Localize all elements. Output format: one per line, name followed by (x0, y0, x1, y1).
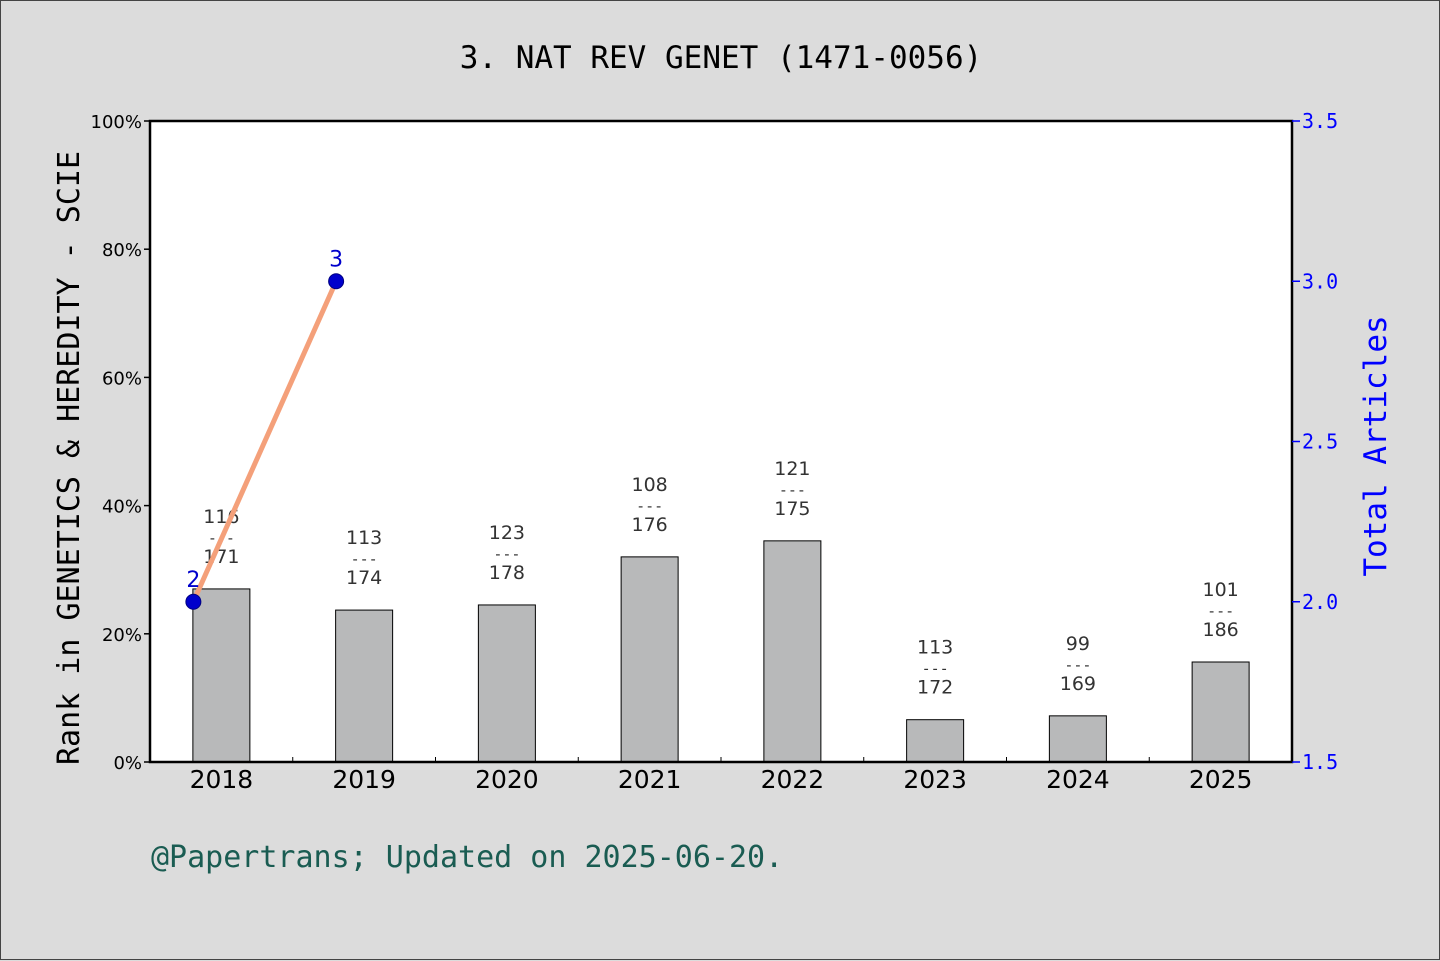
plot-area (150, 121, 1292, 762)
y-axis-right: 1.5 2.0 2.5 3.0 3.5 (1292, 109, 1338, 774)
bar-2025 (1191, 661, 1250, 763)
bar-2019 (335, 609, 394, 763)
y-tick-label: 40% (102, 497, 142, 518)
x-tick-label: 2020 (475, 765, 539, 794)
bar-label-separator: --- (922, 660, 949, 678)
footer-credit: @Papertrans; Updated on 2025-06-20. (151, 840, 783, 875)
bar-2021 (620, 556, 679, 763)
bar-rank-label: 121 (774, 458, 810, 480)
y2-tick-label: 3.5 (1302, 109, 1338, 133)
y-axis-left: 0% 20% 40% 60% 80% 100% (91, 112, 150, 774)
x-tick-label: 2022 (761, 765, 825, 794)
line-series-group: 23 (185, 247, 345, 610)
y-tick-label: 100% (91, 112, 142, 133)
x-axis: 2018 2019 2020 2021 2022 2023 2024 2025 (149, 757, 1293, 794)
bar-label-separator: --- (1207, 602, 1234, 620)
x-tick-label: 2019 (332, 765, 396, 794)
x-tick-label: 2025 (1189, 765, 1253, 794)
x-tick-label: 2024 (1046, 765, 1110, 794)
x-tick-label: 2021 (618, 765, 682, 794)
bar-total-label: 186 (1202, 619, 1238, 641)
bar-label-separator: --- (1064, 656, 1091, 674)
bars-group (192, 540, 1250, 763)
bar-total-label: 174 (346, 567, 382, 589)
bar-rank-label: 113 (346, 527, 382, 549)
bar-total-label: 178 (489, 562, 525, 584)
articles-point-label: 3 (329, 247, 343, 272)
bar-total-label: 175 (774, 498, 810, 520)
y2-axis-label: Total Articles (1358, 315, 1394, 576)
y-tick-label: 20% (102, 625, 142, 646)
bar-labels-group: 116---171113---174123---178108---176121-… (203, 458, 1239, 699)
y2-tick-label: 2.5 (1302, 430, 1338, 454)
y2-tick-label: 1.5 (1302, 750, 1338, 774)
bar-label-separator: --- (351, 550, 378, 568)
articles-line (190, 278, 339, 605)
bar-rank-label: 108 (631, 474, 667, 496)
articles-point (185, 593, 202, 610)
bar-2020 (477, 604, 536, 763)
y2-tick-label: 2.0 (1302, 590, 1338, 614)
bar-rank-label: 123 (489, 522, 525, 544)
bar-label-separator: --- (779, 481, 806, 499)
y2-tick-label: 3.0 (1302, 269, 1338, 293)
bar-total-label: 169 (1060, 673, 1096, 695)
articles-point-label: 2 (186, 568, 200, 593)
bar-rank-label: 101 (1202, 579, 1238, 601)
bar-2022 (763, 540, 822, 763)
bar-label-separator: --- (636, 497, 663, 515)
x-tick-label: 2018 (190, 765, 254, 794)
x-tick-label: 2023 (903, 765, 967, 794)
bar-total-label: 172 (917, 677, 953, 699)
y-axis-label: Rank in GENETICS & HEREDITY - SCIE (52, 151, 87, 765)
bar-2018 (192, 588, 251, 763)
articles-point (328, 273, 345, 290)
bar-rank-label: 99 (1066, 633, 1090, 655)
chart-title: 3. NAT REV GENET (1471-0056) (460, 40, 983, 76)
bar-2024 (1048, 715, 1107, 763)
bar-rank-label: 113 (917, 637, 953, 659)
y-tick-label: 80% (102, 240, 142, 261)
y-tick-label: 60% (102, 368, 142, 389)
y-tick-label: 0% (113, 753, 142, 774)
bar-label-separator: --- (493, 545, 520, 563)
bar-total-label: 176 (631, 514, 667, 536)
bar-2023 (906, 719, 965, 763)
